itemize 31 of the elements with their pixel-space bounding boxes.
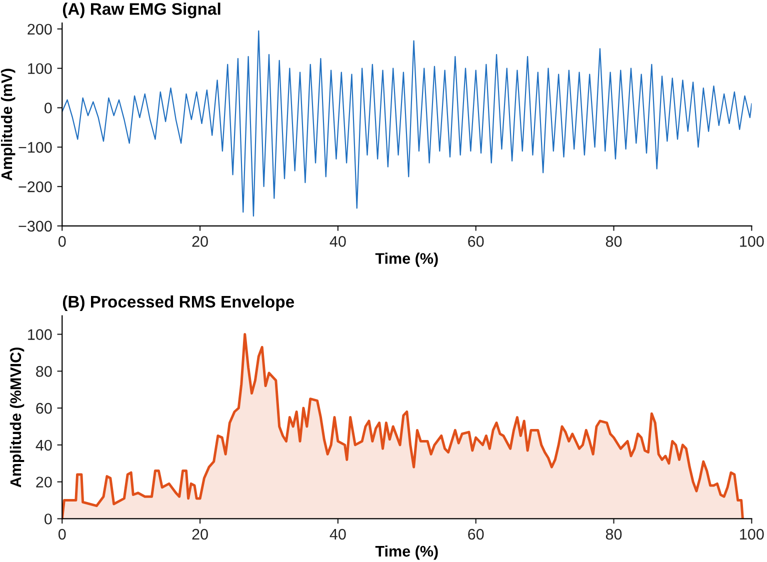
x-tick-label: 20 xyxy=(192,528,208,540)
x-tick-label: 40 xyxy=(330,236,346,247)
x-tick-label: 60 xyxy=(468,528,484,540)
x-tick-label: 40 xyxy=(330,528,346,540)
x-tick-label: 80 xyxy=(606,236,622,247)
y-tick-label: 100 xyxy=(28,329,52,340)
y-tick-label: 100 xyxy=(28,63,52,74)
x-tick-label: 80 xyxy=(606,528,622,540)
y-axis-title: Amplitude (mV) xyxy=(0,68,16,181)
y-tick-label: 0 xyxy=(44,514,52,524)
y-tick-label: 0 xyxy=(44,102,52,114)
x-tick-label: 60 xyxy=(468,236,484,247)
y-tick-label: 40 xyxy=(36,440,52,451)
y-tick-label: −300 xyxy=(18,220,52,232)
x-tick-label: 0 xyxy=(58,236,66,247)
x-tick-label: 100 xyxy=(740,236,764,247)
y-tick-label: 60 xyxy=(36,402,52,414)
y-tick-label: 200 xyxy=(28,24,52,35)
y-tick-label: 80 xyxy=(36,366,52,377)
y-tick-label: −200 xyxy=(18,181,52,192)
y-tick-label: −100 xyxy=(18,142,52,153)
x-tick-label: 20 xyxy=(192,236,208,247)
y-axis-title: Amplitude (%MVIC) xyxy=(10,348,24,488)
x-tick-label: 0 xyxy=(58,528,66,540)
x-axis-title: Time (%) xyxy=(375,252,438,267)
chart-title: (B) Processed RMS Envelope xyxy=(62,295,294,311)
x-tick-label: 100 xyxy=(740,528,764,540)
y-tick-label: 20 xyxy=(36,476,52,488)
x-axis-title: Time (%) xyxy=(375,545,438,560)
line-series xyxy=(62,30,752,217)
chart-title: (A) Raw EMG Signal xyxy=(62,2,220,18)
